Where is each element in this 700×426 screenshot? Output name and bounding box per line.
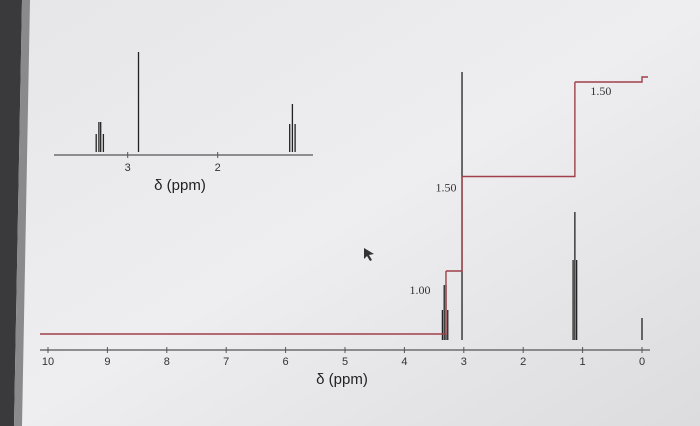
x-tick-label: 1 xyxy=(580,356,586,368)
x-tick-label: 2 xyxy=(215,162,221,174)
x-tick-label: 3 xyxy=(461,356,467,368)
integral-step xyxy=(445,176,463,272)
x-tick-label: 2 xyxy=(520,356,526,368)
cursor xyxy=(364,248,374,261)
integral-tail xyxy=(574,76,648,83)
x-tick-label: 9 xyxy=(104,356,110,368)
x-tick-label: 8 xyxy=(164,356,170,368)
screen-bezel xyxy=(14,0,30,426)
integral-step xyxy=(462,82,576,178)
integral-label: 1.50 xyxy=(590,84,611,98)
integral-label: 1.00 xyxy=(409,283,430,297)
x-tick-label: 0 xyxy=(639,356,645,368)
x-tick-label: 10 xyxy=(42,356,54,368)
x-axis-label: δ (ppm) xyxy=(316,371,368,388)
integral-label: 1.50 xyxy=(436,180,457,194)
x-tick-label: 6 xyxy=(283,356,289,368)
x-axis-label: δ (ppm) xyxy=(154,177,206,194)
x-tick-label: 5 xyxy=(342,356,348,368)
screen-edge xyxy=(0,0,22,426)
x-tick-label: 4 xyxy=(401,356,407,368)
x-tick-label: 7 xyxy=(223,356,229,368)
integral-step xyxy=(40,271,447,335)
x-tick-label: 3 xyxy=(125,162,131,174)
